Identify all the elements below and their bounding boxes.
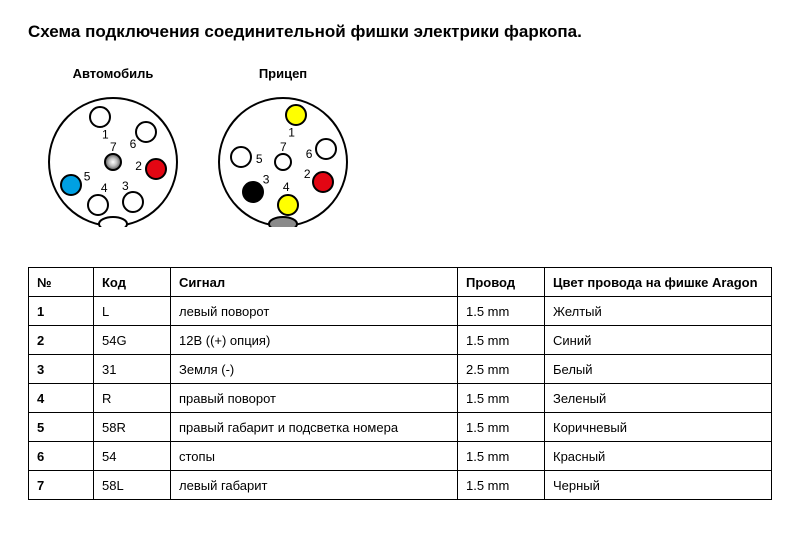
table-cell: R	[94, 384, 171, 413]
table-cell: 58L	[94, 471, 171, 500]
table-cell: левый поворот	[171, 297, 458, 326]
table-cell: левый габарит	[171, 471, 458, 500]
table-cell: Белый	[545, 355, 772, 384]
table-cell: Синий	[545, 326, 772, 355]
pin-label-4: 4	[101, 181, 108, 195]
connector-diagrams: Автомобиль 1234567 Прицеп 1234567	[38, 66, 772, 237]
pin-1	[90, 107, 110, 127]
table-row: 558Rправый габарит и подсветка номера1.5…	[29, 413, 772, 442]
table-row: 331Земля (-)2.5 mmБелый	[29, 355, 772, 384]
table-cell: 1.5 mm	[458, 442, 545, 471]
table-cell: 2.5 mm	[458, 355, 545, 384]
table-cell: 1.5 mm	[458, 297, 545, 326]
connector-trailer: Прицеп 1 2 34 5 6 7	[208, 66, 358, 237]
pin-5	[231, 147, 251, 167]
pin-6	[136, 122, 156, 142]
table-cell: 1.5 mm	[458, 384, 545, 413]
pin-label-7: 7	[110, 140, 117, 154]
wiring-table: № Код Сигнал Провод Цвет провода на фишк…	[28, 267, 772, 500]
table-cell: правый габарит и подсветка номера	[171, 413, 458, 442]
th-num: №	[29, 268, 94, 297]
table-cell: Коричневый	[545, 413, 772, 442]
table-cell: 7	[29, 471, 94, 500]
pin-label-7: 7	[280, 140, 287, 154]
pin-4	[88, 195, 108, 215]
table-cell: 54	[94, 442, 171, 471]
table-row: 4Rправый поворот1.5 mmЗеленый	[29, 384, 772, 413]
pin-label-4: 4	[283, 180, 290, 194]
pin-4	[278, 195, 298, 215]
table-cell: 5	[29, 413, 94, 442]
pin-label-5: 5	[256, 152, 263, 166]
pin-label-5: 5	[84, 169, 91, 183]
table-cell: 12B ((+) опция)	[171, 326, 458, 355]
table-cell: 1.5 mm	[458, 413, 545, 442]
table-row: 654стопы1.5 mmКрасный	[29, 442, 772, 471]
th-sig: Сигнал	[171, 268, 458, 297]
th-wire: Провод	[458, 268, 545, 297]
pin-5	[61, 175, 81, 195]
table-row: 254G12B ((+) опция)1.5 mmСиний	[29, 326, 772, 355]
table-cell: 31	[94, 355, 171, 384]
pin-3	[123, 192, 143, 212]
table-cell: 4	[29, 384, 94, 413]
pin-label-1: 1	[102, 127, 109, 141]
page-title: Схема подключения соединительной фишки э…	[28, 22, 772, 42]
pin-label-2: 2	[304, 167, 311, 181]
table-cell: 58R	[94, 413, 171, 442]
table-cell: стопы	[171, 442, 458, 471]
pin-3	[243, 182, 263, 202]
connector-trailer-label: Прицеп	[208, 66, 358, 81]
table-cell: 1.5 mm	[458, 471, 545, 500]
pin-label-3: 3	[263, 172, 270, 186]
table-cell: 1	[29, 297, 94, 326]
table-cell: Красный	[545, 442, 772, 471]
connector-trailer-svg: 1 2 34 5 6 7	[208, 87, 358, 237]
connector-car-svg: 1 2345 67	[38, 87, 188, 237]
table-cell: Желтый	[545, 297, 772, 326]
th-code: Код	[94, 268, 171, 297]
pin-1	[286, 105, 306, 125]
pin-label-6: 6	[130, 137, 137, 151]
table-header-row: № Код Сигнал Провод Цвет провода на фишк…	[29, 268, 772, 297]
pin-label-6: 6	[306, 147, 313, 161]
table-cell: 1.5 mm	[458, 326, 545, 355]
table-cell: Черный	[545, 471, 772, 500]
connector-car-label: Автомобиль	[38, 66, 188, 81]
table-cell: 3	[29, 355, 94, 384]
table-cell: 54G	[94, 326, 171, 355]
pin-2	[313, 172, 333, 192]
table-cell: L	[94, 297, 171, 326]
table-cell: Земля (-)	[171, 355, 458, 384]
pin-label-2: 2	[135, 159, 142, 173]
pin-6	[316, 139, 336, 159]
pin-2	[146, 159, 166, 179]
table-cell: правый поворот	[171, 384, 458, 413]
th-color: Цвет провода на фишке Aragon	[545, 268, 772, 297]
pin-7	[275, 154, 291, 170]
table-row: 1Lлевый поворот1.5 mmЖелтый	[29, 297, 772, 326]
table-cell: 2	[29, 326, 94, 355]
connector-car: Автомобиль 1 2345 67	[38, 66, 188, 237]
table-cell: Зеленый	[545, 384, 772, 413]
table-cell: 6	[29, 442, 94, 471]
pin-label-3: 3	[122, 179, 129, 193]
pin-7	[105, 154, 121, 170]
pin-label-1: 1	[288, 125, 295, 139]
table-row: 758Lлевый габарит1.5 mmЧерный	[29, 471, 772, 500]
